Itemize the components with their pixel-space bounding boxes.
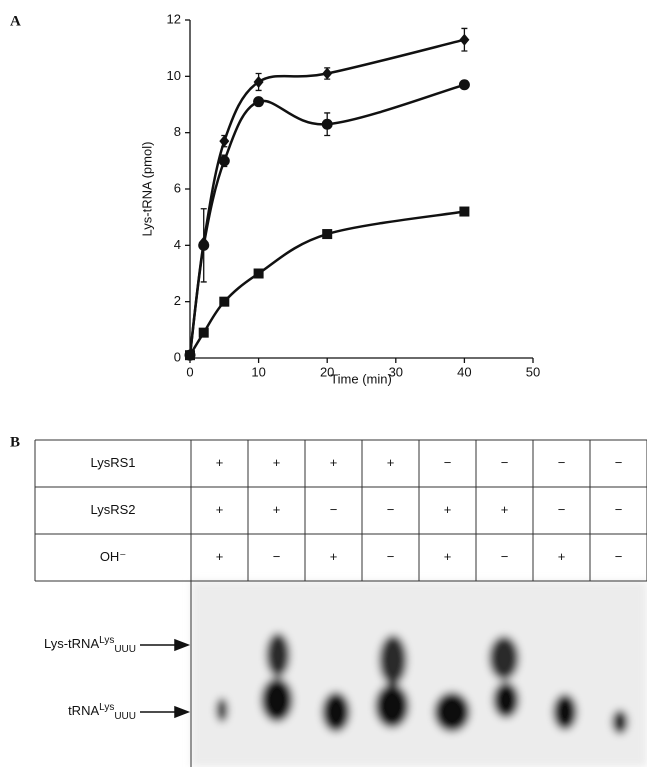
marker	[198, 240, 209, 251]
marker	[322, 68, 332, 80]
table-cell: −	[387, 549, 395, 564]
page: {"chart_data": {"type": "line", "panel":…	[0, 0, 647, 767]
x-axis-label: Time (min)	[330, 371, 392, 386]
table-cell: +	[387, 455, 395, 470]
row-label: LysRS2	[90, 502, 135, 517]
table-cell: +	[216, 455, 224, 470]
table-cell: −	[501, 549, 509, 564]
table-cell: +	[216, 502, 224, 517]
table-cell: −	[558, 455, 566, 470]
x-tick-label: 30	[389, 364, 403, 379]
marker	[185, 350, 195, 360]
x-tick-label: 10	[251, 364, 265, 379]
y-tick-label: 0	[174, 349, 181, 364]
row-label: OH⁻	[100, 549, 126, 564]
table-cell: −	[501, 455, 509, 470]
marker	[219, 155, 230, 166]
marker	[199, 328, 209, 338]
table-cell: −	[615, 502, 623, 517]
marker	[254, 76, 264, 88]
table-cell: +	[216, 549, 224, 564]
marker	[459, 207, 469, 217]
table-cell: −	[387, 502, 395, 517]
gel-label: tRNALysUUU	[68, 702, 136, 722]
table-cell: +	[330, 455, 338, 470]
figure: A B Time (min) Lys-tRNA (pmol) Lys-tRNAL…	[0, 0, 647, 767]
x-tick-label: 50	[526, 364, 540, 379]
table-cell: −	[273, 549, 281, 564]
y-tick-label: 4	[174, 237, 181, 252]
x-tick-label: 0	[186, 364, 193, 379]
series-line	[190, 40, 464, 355]
table-cell: −	[615, 455, 623, 470]
table-cell: +	[501, 502, 509, 517]
row-label: LysRS1	[90, 455, 135, 470]
marker	[459, 34, 469, 46]
table-cell: +	[330, 549, 338, 564]
gel-image	[191, 581, 647, 767]
panel-label: A	[10, 13, 21, 29]
y-tick-label: 8	[174, 124, 181, 139]
marker	[253, 96, 264, 107]
x-tick-label: 20	[320, 364, 334, 379]
y-axis-label: Lys-tRNA (pmol)	[139, 142, 154, 237]
table-cell: −	[330, 502, 338, 517]
panel-label: B	[10, 434, 20, 450]
table-cell: −	[615, 549, 623, 564]
gel-label: Lys-tRNALysUUU	[44, 635, 136, 655]
marker	[322, 119, 333, 130]
table-cell: +	[273, 502, 281, 517]
table-cell: +	[444, 549, 452, 564]
table-cell: +	[273, 455, 281, 470]
table-cell: +	[444, 502, 452, 517]
y-tick-label: 10	[167, 68, 181, 83]
x-tick-label: 40	[457, 364, 471, 379]
y-tick-label: 12	[167, 11, 181, 26]
marker	[459, 79, 470, 90]
marker	[254, 269, 264, 279]
arrow	[140, 640, 188, 717]
marker	[322, 229, 332, 239]
y-tick-label: 2	[174, 293, 181, 308]
marker	[219, 135, 229, 147]
y-tick-label: 6	[174, 180, 181, 195]
table-cell: −	[558, 502, 566, 517]
table-cell: −	[444, 455, 452, 470]
table-cell: +	[558, 549, 566, 564]
marker	[219, 297, 229, 307]
